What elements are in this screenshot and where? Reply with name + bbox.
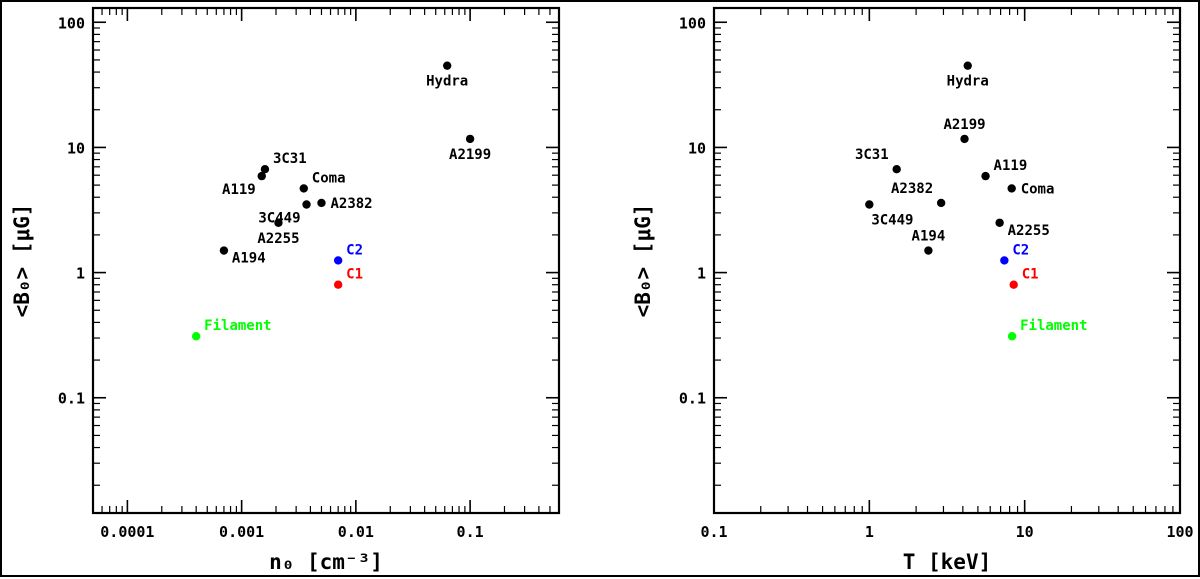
point-label-3c31: 3C31 bbox=[273, 151, 307, 167]
y-tick-label: 0.1 bbox=[58, 390, 85, 408]
point-label-3c449: 3C449 bbox=[258, 210, 300, 226]
data-point-3c31 bbox=[892, 164, 901, 174]
point-label-c2: C2 bbox=[1012, 242, 1029, 258]
point-label-coma: Coma bbox=[1021, 181, 1055, 197]
panel-density: 0.0001 0.001 0.01 0.1 0.1 1 10 100 n₀ [cm⁻³] <B₀>… bbox=[10, 6, 561, 574]
y-axis-title: <B₀> [μG] bbox=[631, 204, 655, 318]
x-tick-label: 10 bbox=[1016, 523, 1034, 541]
data-point-a194 bbox=[219, 246, 229, 255]
point-label-a2199: A2199 bbox=[449, 147, 491, 163]
point-label-a194: A194 bbox=[912, 229, 946, 245]
data-point-a119 bbox=[257, 171, 266, 181]
data-point-a2199 bbox=[465, 134, 475, 144]
point-label-hydra: Hydra bbox=[947, 74, 989, 90]
data-point-3c449 bbox=[865, 200, 874, 209]
point-label-coma: Coma bbox=[312, 170, 346, 186]
point-label-a119: A119 bbox=[222, 182, 256, 198]
x-axis-title: T [keV] bbox=[903, 550, 992, 574]
point-label-a119: A119 bbox=[994, 158, 1028, 174]
data-point-coma bbox=[1007, 184, 1016, 193]
data-point-c1 bbox=[333, 280, 343, 289]
y-axis-title: <B₀> [μG] bbox=[10, 204, 34, 318]
data-point-hydra bbox=[963, 61, 972, 70]
data-point-hydra bbox=[442, 61, 452, 70]
y-tick-label: 100 bbox=[679, 14, 706, 32]
point-label-a2382: A2382 bbox=[891, 181, 933, 197]
point-label-filament: Filament bbox=[1020, 318, 1087, 334]
point-label-filament: Filament bbox=[204, 318, 271, 334]
data-point-c2 bbox=[1000, 256, 1009, 265]
data-point-a2255 bbox=[995, 218, 1004, 227]
y-tick-label: 1 bbox=[697, 265, 706, 283]
data-point-c2 bbox=[333, 256, 343, 265]
point-label-3c449: 3C449 bbox=[871, 212, 913, 228]
data-point-a119 bbox=[981, 171, 990, 181]
data-point-a2382 bbox=[936, 198, 946, 208]
y-tick-label: 100 bbox=[58, 14, 85, 32]
data-point-3c449 bbox=[302, 200, 311, 209]
data-point-3c31 bbox=[260, 164, 270, 174]
point-label-c2: C2 bbox=[346, 242, 363, 258]
y-tick-label: 1 bbox=[76, 265, 85, 283]
data-point-coma bbox=[299, 184, 308, 193]
x-tick-label: 1 bbox=[865, 523, 874, 541]
x-tick-label: 0.01 bbox=[338, 523, 374, 541]
point-label-a2199: A2199 bbox=[943, 117, 985, 133]
data-point-a2255 bbox=[274, 218, 283, 227]
plot-area-frame bbox=[91, 6, 561, 515]
point-label-c1: C1 bbox=[346, 267, 363, 283]
point-label-a194: A194 bbox=[232, 251, 266, 267]
x-axis-title: n₀ [cm⁻³] bbox=[269, 550, 383, 574]
y-tick-label: 10 bbox=[67, 139, 85, 157]
data-point-c1 bbox=[1009, 280, 1018, 289]
x-tick-label: 0.0001 bbox=[100, 523, 154, 541]
x-tick-label: 100 bbox=[1166, 523, 1193, 541]
x-tick-label: 0.001 bbox=[219, 523, 264, 541]
data-point-a2382 bbox=[317, 198, 326, 208]
point-label-c1: C1 bbox=[1022, 267, 1039, 283]
data-point-a194 bbox=[924, 246, 933, 255]
x-tick-label: 0.1 bbox=[457, 523, 484, 541]
point-label-hydra: Hydra bbox=[426, 74, 468, 90]
point-label-a2255: A2255 bbox=[257, 231, 299, 247]
point-label-a2382: A2382 bbox=[330, 196, 372, 212]
y-tick-label: 10 bbox=[688, 139, 706, 157]
point-label-3c31: 3C31 bbox=[855, 147, 889, 163]
plot-area-frame bbox=[712, 6, 1182, 515]
panel-temperature: 0.1 1 10 100 0.1 1 10 100 T [keV] <B₀> [μG] Hydra A… bbox=[631, 6, 1194, 574]
y-tick-label: 0.1 bbox=[679, 390, 706, 408]
data-point-filament bbox=[191, 332, 201, 341]
point-label-a2255: A2255 bbox=[1008, 223, 1050, 239]
data-point-a2199 bbox=[960, 134, 969, 144]
data-point-filament bbox=[1007, 332, 1017, 341]
x-tick-label: 0.1 bbox=[700, 523, 727, 541]
